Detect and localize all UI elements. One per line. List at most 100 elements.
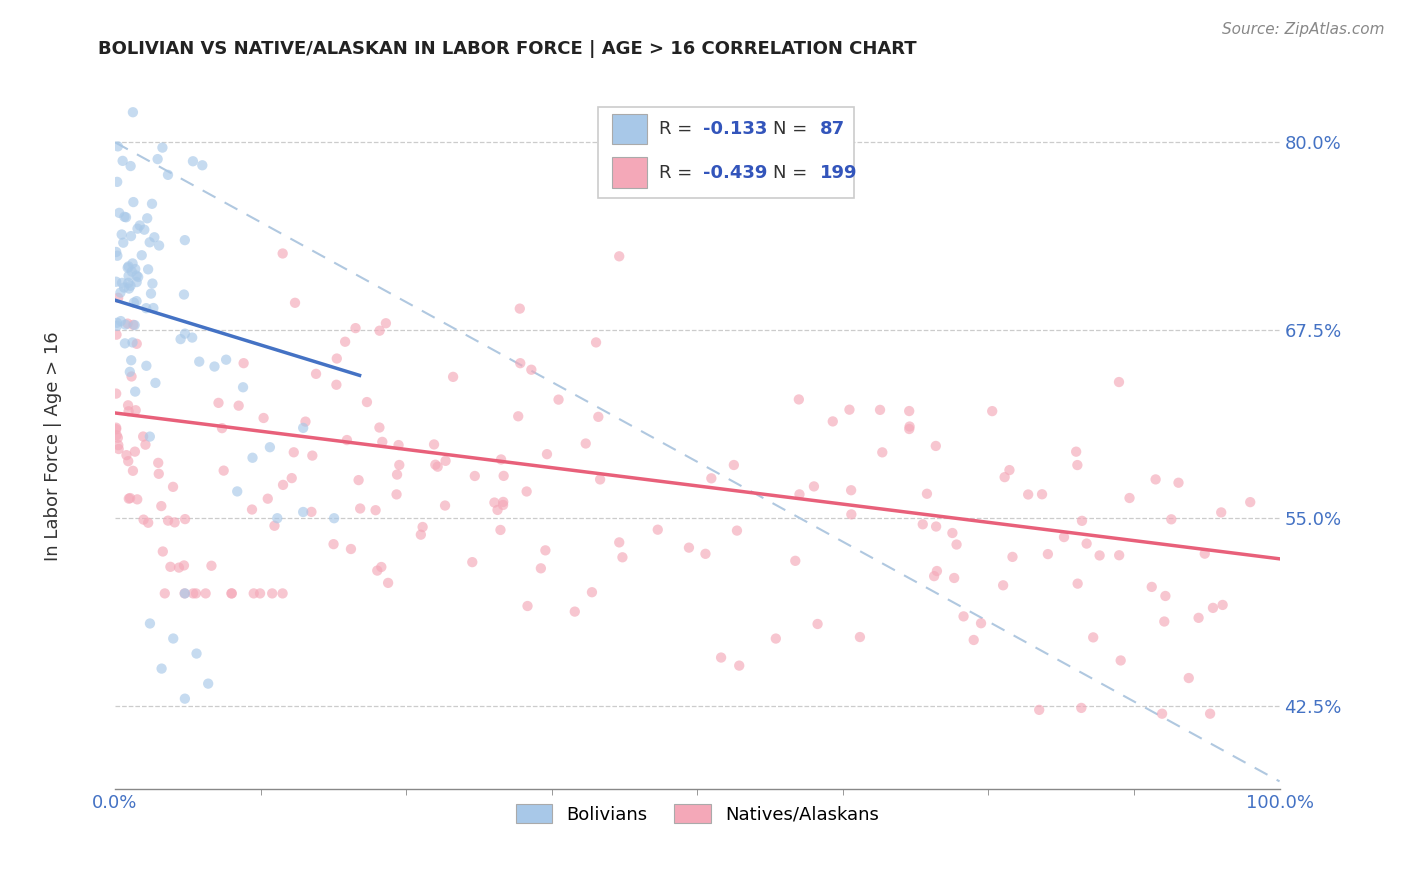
- Point: [366, 564, 388, 578]
- Point: [952, 609, 974, 624]
- Point: [141, 277, 163, 291]
- Point: [388, 458, 411, 472]
- Text: BOLIVIAN VS NATIVE/ALASKAN IN LABOR FORCE | AGE > 16 CORRELATION CHART: BOLIVIAN VS NATIVE/ALASKAN IN LABOR FORC…: [98, 40, 917, 58]
- Point: [585, 335, 607, 350]
- Point: [150, 662, 173, 676]
- Point: [280, 471, 302, 485]
- Point: [898, 419, 921, 434]
- Point: [325, 377, 347, 392]
- Point: [159, 559, 181, 574]
- Point: [1053, 530, 1076, 544]
- Point: [124, 318, 146, 332]
- Point: [700, 471, 723, 485]
- Point: [368, 324, 391, 338]
- Text: N =: N =: [773, 120, 813, 138]
- Point: [841, 508, 863, 522]
- Point: [271, 478, 294, 492]
- Point: [922, 569, 945, 583]
- Point: [142, 301, 165, 315]
- Point: [915, 487, 938, 501]
- Point: [492, 469, 515, 483]
- Point: [117, 260, 139, 274]
- Point: [575, 436, 598, 450]
- Point: [204, 359, 226, 374]
- Point: [105, 420, 128, 434]
- Point: [326, 351, 349, 366]
- Point: [803, 479, 825, 493]
- Point: [114, 318, 136, 332]
- Point: [105, 316, 128, 330]
- Point: [125, 336, 148, 351]
- Point: [838, 402, 860, 417]
- Point: [120, 229, 142, 244]
- Text: R =: R =: [659, 163, 697, 182]
- Point: [228, 399, 250, 413]
- Point: [105, 318, 128, 333]
- Point: [148, 456, 170, 470]
- Point: [765, 632, 787, 646]
- Point: [1154, 589, 1177, 603]
- Point: [127, 221, 149, 235]
- Point: [589, 472, 612, 486]
- Point: [387, 438, 409, 452]
- Point: [173, 586, 195, 600]
- Point: [530, 561, 553, 575]
- Point: [256, 491, 278, 506]
- Point: [963, 632, 986, 647]
- Point: [1083, 631, 1105, 645]
- Point: [153, 586, 176, 600]
- Point: [301, 449, 323, 463]
- Point: [110, 314, 132, 328]
- Point: [434, 499, 457, 513]
- Point: [240, 502, 263, 516]
- Point: [124, 444, 146, 458]
- Point: [725, 524, 748, 538]
- Point: [117, 454, 139, 468]
- Point: [292, 421, 315, 435]
- Point: [425, 458, 447, 472]
- Point: [117, 276, 139, 290]
- Point: [174, 691, 197, 706]
- Point: [124, 384, 146, 399]
- Point: [492, 495, 515, 509]
- Point: [434, 454, 457, 468]
- Point: [157, 514, 180, 528]
- Point: [139, 286, 162, 301]
- Point: [409, 527, 432, 541]
- Point: [647, 523, 669, 537]
- Point: [370, 560, 392, 574]
- Point: [118, 281, 141, 295]
- Point: [115, 448, 138, 462]
- Point: [925, 519, 948, 533]
- Point: [112, 280, 135, 294]
- Point: [148, 467, 170, 481]
- Point: [118, 365, 141, 379]
- Point: [211, 421, 233, 435]
- Text: -0.439: -0.439: [703, 163, 768, 182]
- Point: [581, 585, 603, 599]
- Point: [125, 275, 148, 289]
- Point: [139, 429, 162, 443]
- Point: [121, 264, 143, 278]
- Point: [283, 445, 305, 459]
- Point: [412, 520, 434, 534]
- Point: [112, 235, 135, 250]
- Point: [1108, 548, 1130, 562]
- Point: [263, 518, 285, 533]
- Point: [173, 233, 195, 247]
- Point: [125, 268, 148, 283]
- Point: [1194, 547, 1216, 561]
- Point: [1108, 375, 1130, 389]
- Point: [1118, 491, 1140, 505]
- Point: [105, 422, 128, 436]
- Point: [271, 246, 294, 260]
- Point: [872, 445, 894, 459]
- Point: [121, 369, 143, 384]
- Point: [925, 564, 948, 578]
- Point: [607, 535, 630, 549]
- Point: [173, 287, 195, 301]
- Point: [925, 439, 948, 453]
- Point: [1152, 706, 1174, 721]
- Point: [385, 467, 408, 482]
- Point: [994, 470, 1017, 484]
